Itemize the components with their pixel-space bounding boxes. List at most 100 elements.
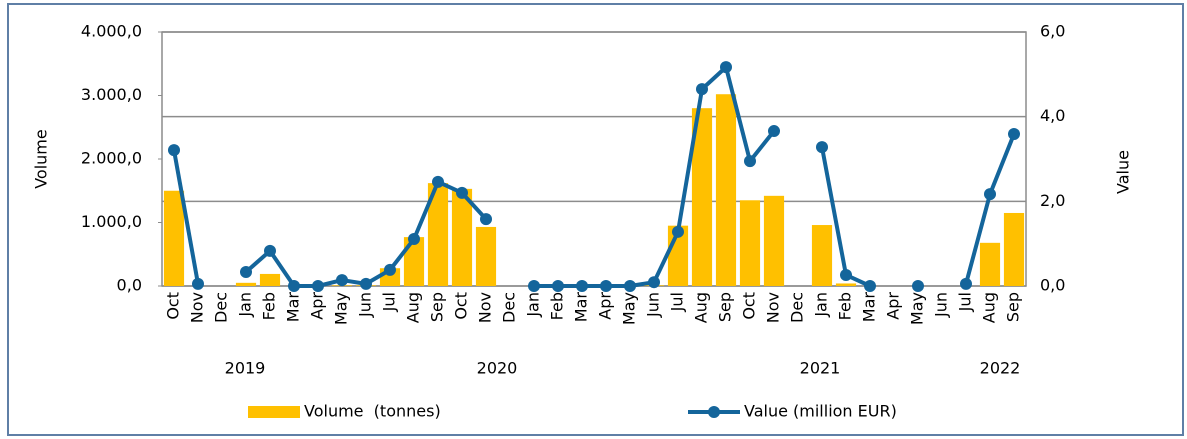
line-marker [912,280,924,292]
x-tick-label: Nov [188,292,207,323]
x-tick-label: Dec [212,292,231,323]
legend-label: Volume (tonnes) [304,402,441,421]
x-tick-label: Aug [692,292,711,323]
bar [811,225,833,286]
bar [1003,212,1025,286]
x-tick-label: Dec [788,292,807,323]
bar [763,195,785,286]
y-tick-label: 2.000,0 [81,149,142,168]
y-tick-label: 4.000,0 [81,22,142,41]
year-label: 2021 [800,359,841,378]
legend-label: Value (million EUR) [744,402,897,421]
line-marker [576,280,588,292]
x-tick-label: Oct [452,292,471,320]
line-marker [672,225,684,238]
line-marker [720,61,732,74]
x-tick-label: Aug [404,292,423,323]
x-tick-label: Jul [956,292,975,312]
legend-swatch [248,406,300,418]
line-marker [840,268,852,281]
x-tick-label: Sep [428,292,447,322]
frame [7,3,1184,436]
line-marker [288,280,300,292]
x-tick-label: Jul [668,292,687,312]
x-tick-label: Mar [284,292,303,323]
y2-tick-label: 2,0 [1040,191,1065,210]
line-marker [552,280,564,292]
x-tick-label: Aug [980,292,999,323]
line-marker [456,186,468,199]
bar [427,183,449,286]
line-marker [648,276,660,289]
x-tick-label: Dec [500,292,519,323]
line-marker [1008,128,1020,141]
bar [979,242,1001,286]
bar [403,237,425,286]
line-marker [480,213,492,226]
x-tick-label: Feb [260,292,279,320]
line-marker [864,280,876,292]
x-tick-label: Feb [836,292,855,320]
x-tick-label: Jun [644,292,663,318]
bar [715,94,737,286]
plot-area [161,31,1027,287]
y-tick-label: 3.000,0 [81,85,142,104]
x-tick-label: Mar [860,292,879,323]
line-marker [408,233,420,246]
line-marker [600,280,612,292]
x-tick-label: Sep [1004,292,1023,322]
x-tick-label: Jan [236,292,255,318]
x-tick-label: Mar [572,292,591,323]
bar [739,200,761,286]
line-marker [984,188,996,201]
x-tick-label: Jan [812,292,831,318]
line [244,179,488,288]
x-tick-label: Sep [716,292,735,322]
line-marker [768,125,780,138]
year-label: 2019 [225,359,266,378]
x-tick-label: May [908,292,927,325]
x-tick-label: Apr [596,292,615,320]
bar [259,273,281,286]
line [534,65,776,288]
x-tick-label: Oct [740,292,759,320]
line-marker [696,83,708,96]
line-marker [168,144,180,157]
line-marker [360,277,372,290]
x-tick-label: Apr [308,292,327,320]
bar [691,108,713,286]
line-marker [336,274,348,287]
x-tick-label: Oct [164,292,183,320]
y-axis-label: Volume [32,129,51,189]
line-marker [960,277,972,290]
line-marker [240,266,252,279]
x-tick-label: Nov [764,292,783,323]
line-marker [264,244,276,257]
x-tick-label: Jun [932,292,951,318]
y2-tick-label: 4,0 [1040,106,1065,125]
line-marker [192,277,204,290]
line-marker [816,141,828,154]
x-tick-label: Jul [380,292,399,312]
line [172,149,200,285]
line-marker [312,280,324,292]
line-marker [744,155,756,168]
x-tick-label: Feb [548,292,567,320]
line-marker [384,263,396,276]
y-tick-label: 0,0 [117,276,142,295]
x-tick-label: Nov [476,292,495,323]
line-marker [432,175,444,188]
x-tick-label: May [620,292,639,325]
y2-tick-label: 6,0 [1040,22,1065,41]
line-marker [528,280,540,292]
legend-marker [708,406,720,418]
x-tick-label: Jun [356,292,375,318]
bar [475,226,497,286]
y2-axis-label: Value [1114,150,1133,194]
year-label: 2022 [980,359,1021,378]
year-label: 2020 [477,359,518,378]
x-tick-label: Jan [524,292,543,318]
y-tick-label: 1.000,0 [81,212,142,231]
x-tick-label: May [332,292,351,325]
